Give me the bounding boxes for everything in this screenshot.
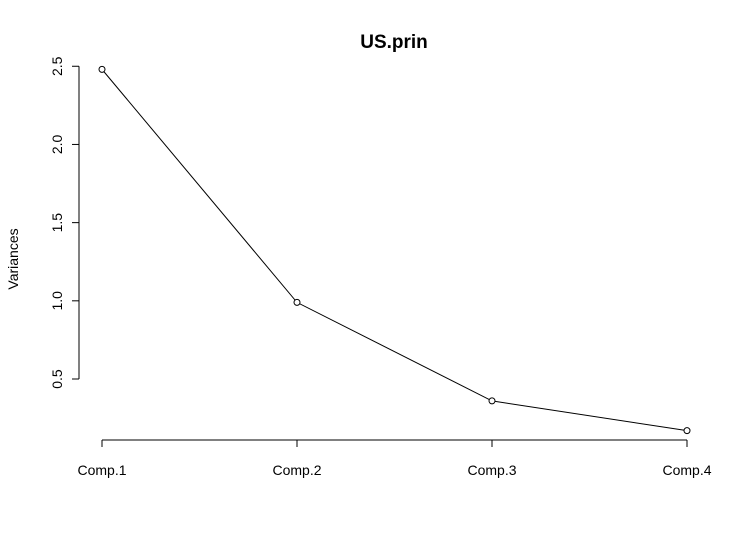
x-tick-label: Comp.1 xyxy=(77,462,126,478)
y-axis: 0.5 1.0 1.5 2.0 2.5 xyxy=(49,56,80,389)
y-tick-label: 1.0 xyxy=(49,291,65,311)
data-point xyxy=(683,427,691,435)
y-tick-label: 2.0 xyxy=(49,135,65,155)
x-tick-label: Comp.2 xyxy=(272,462,321,478)
y-tick-label: 2.5 xyxy=(49,56,65,76)
x-tick-label: Comp.4 xyxy=(662,462,711,478)
data-point xyxy=(293,298,301,306)
data-point xyxy=(98,65,106,73)
y-tick-label: 0.5 xyxy=(49,369,65,389)
data-point xyxy=(488,397,496,405)
series-line xyxy=(101,69,688,432)
data-series xyxy=(98,65,691,435)
x-axis: Comp.1 Comp.2 Comp.3 Comp.4 xyxy=(77,439,712,478)
x-tick-label: Comp.3 xyxy=(467,462,516,478)
y-tick-label: 1.5 xyxy=(49,213,65,233)
chart-title: US.prin xyxy=(360,32,428,53)
y-axis-label: Variances xyxy=(5,228,21,289)
